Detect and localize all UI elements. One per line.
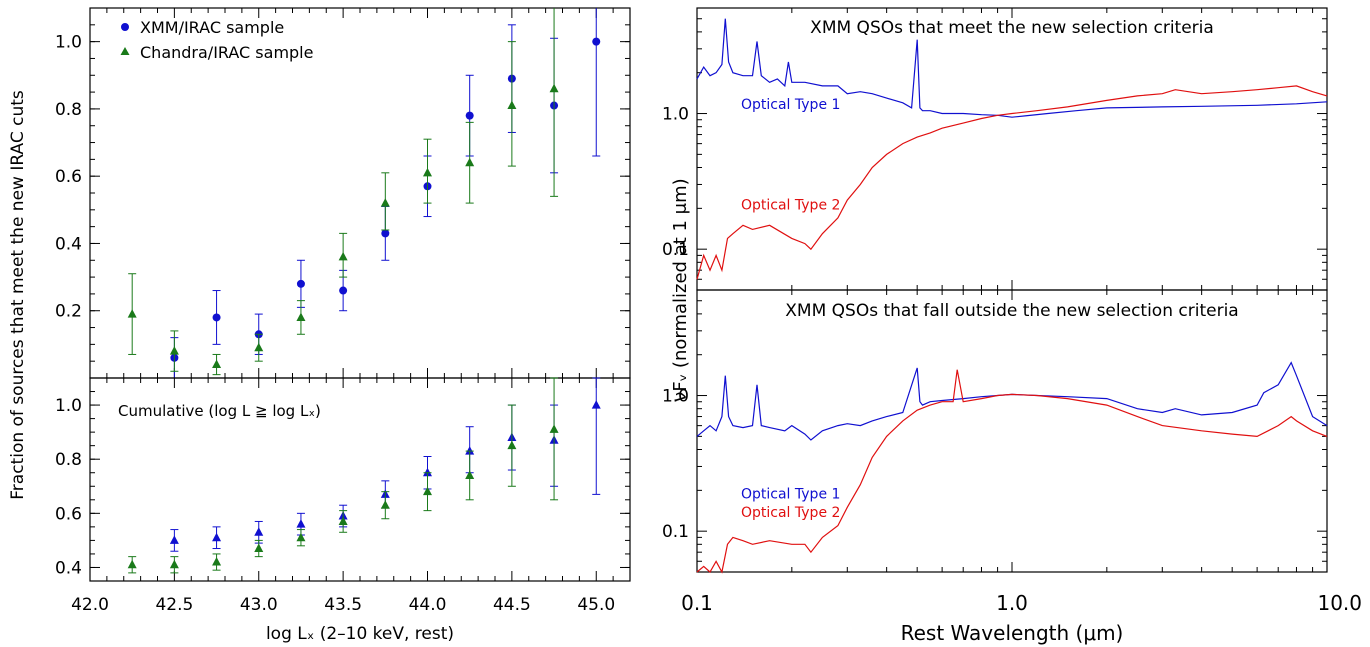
- lb-point-triangle: [212, 557, 222, 566]
- right-bottom-panel: XMM QSOs that fall outside the new selec…: [662, 289, 1328, 574]
- rt-series-line-1: [696, 18, 1328, 118]
- left-x-axis-label: log Lₓ (2–10 keV, rest): [266, 624, 454, 644]
- lb-point-triangle: [465, 470, 475, 479]
- rb-ytick-label-1: 1.0: [662, 387, 689, 407]
- right-bottom-title: XMM QSOs that fall outside the new selec…: [785, 301, 1238, 321]
- lb-point-triangle: [423, 486, 432, 496]
- left-xtick-label-1: 42.5: [155, 595, 193, 615]
- lb-point-triangle: [212, 532, 222, 542]
- lb-ytick-label-1: 0.6: [55, 504, 82, 524]
- legend: XMM/IRAC sample Chandra/IRAC sample: [120, 18, 313, 62]
- right-top-title: XMM QSOs that meet the new selection cri…: [810, 18, 1214, 38]
- lb-point-triangle: [127, 559, 137, 569]
- lb-ytick-label-2: 0.8: [55, 450, 82, 470]
- rt-ytick-label-0: 0.1: [662, 240, 689, 260]
- right-bottom-frame: [696, 289, 1328, 573]
- right-xtick-label-0: 0.1: [681, 591, 713, 615]
- lt-point-circle: [212, 313, 221, 322]
- lt-ytick-label-2: 0.6: [55, 167, 82, 187]
- lt-point-circle: [381, 229, 390, 238]
- lt-point-triangle: [212, 359, 222, 369]
- lb-point-triangle: [296, 532, 306, 542]
- lt-ytick-label-3: 0.8: [55, 100, 82, 120]
- rb-series-line-1: [696, 361, 1328, 441]
- lt-point-triangle: [296, 312, 306, 321]
- left-top-ticks: 0.2 0.4 0.6 0.8 1.0: [55, 7, 631, 379]
- legend-chandra-label: Chandra/IRAC sample: [140, 43, 313, 62]
- left-top-marks: [127, 8, 601, 379]
- right-y-axis-label: νFᵥ (normalized at 1 μm): [670, 178, 691, 401]
- legend-xmm-label: XMM/IRAC sample: [140, 18, 284, 37]
- lt-ytick-label-4: 1.0: [55, 33, 82, 53]
- lt-point-triangle: [380, 198, 390, 207]
- right-xtick-label-1: 1.0: [996, 591, 1028, 615]
- left-xtick-label-2: 43.0: [240, 595, 278, 615]
- rt-series-line-2: [696, 85, 1328, 280]
- left-xtick-label-0: 42.0: [71, 595, 109, 615]
- left-bottom-panel: Cumulative (log L ≧ log Lₓ) 0.4 0.6 0.8 1.0: [55, 377, 631, 582]
- rt-series-label-1: Optical Type 1: [741, 97, 840, 113]
- right-top-panel: XMM QSOs that meet the new selection cri…: [662, 7, 1328, 291]
- lb-point-triangle: [254, 527, 264, 536]
- left-xtick-label-4: 44.0: [409, 595, 447, 615]
- rb-series-label-2: Optical Type 2: [741, 505, 840, 521]
- left-xtick-label-6: 45.0: [577, 595, 615, 615]
- right-bottom-lines: Optical Type 1 Optical Type 2: [696, 361, 1328, 574]
- lb-ytick-label-3: 1.0: [55, 396, 82, 416]
- rb-series-label-1: Optical Type 1: [741, 486, 840, 502]
- lb-ytick-label-0: 0.4: [55, 558, 82, 578]
- lb-point-triangle: [423, 467, 432, 477]
- lb-point-triangle: [338, 516, 348, 525]
- left-xtick-label-3: 43.5: [324, 595, 362, 615]
- cumulative-annotation: Cumulative (log L ≧ log Lₓ): [118, 402, 321, 420]
- lb-point-triangle: [254, 543, 264, 553]
- lt-point-circle: [296, 279, 305, 288]
- lt-point-triangle: [549, 83, 559, 93]
- lt-point-triangle: [338, 251, 348, 261]
- lb-point-triangle: [507, 440, 517, 450]
- lt-point-triangle: [169, 346, 179, 355]
- lb-point-triangle: [549, 424, 559, 433]
- lt-point-triangle: [507, 100, 517, 110]
- lb-point-triangle: [169, 535, 179, 544]
- left-xtick-label-5: 44.5: [493, 595, 531, 615]
- lt-point-triangle: [127, 309, 137, 318]
- lt-ytick-label-1: 0.4: [55, 234, 82, 254]
- lt-point-circle: [465, 111, 474, 120]
- legend-chandra-marker: [120, 47, 130, 55]
- right-x-tick-labels: 0.1 1.0 10.0: [681, 591, 1362, 615]
- legend-xmm-marker: [121, 23, 129, 31]
- lb-point-triangle: [465, 446, 475, 455]
- rb-series-line-2: [696, 369, 1328, 574]
- right-top-frame: [696, 7, 1328, 291]
- left-bottom-marks: [127, 377, 601, 574]
- rt-series-label-2: Optical Type 2: [741, 197, 840, 213]
- left-top-frame: [89, 7, 631, 379]
- lb-point-triangle: [169, 559, 179, 569]
- rt-ytick-label-1: 1.0: [662, 105, 689, 125]
- rb-ytick-label-0: 0.1: [662, 522, 689, 542]
- left-y-axis-label: Fraction of sources that meet the new IR…: [8, 90, 28, 500]
- right-top-ticks: 0.1 1.0: [662, 7, 1328, 291]
- right-bottom-ticks: 0.1 1.0: [662, 289, 1328, 573]
- lt-point-triangle: [423, 167, 432, 177]
- left-x-tick-labels: 42.0 42.5 43.0 43.5 44.0 44.5 45.0: [71, 595, 615, 615]
- lb-point-triangle: [591, 400, 601, 409]
- lb-point-triangle: [296, 519, 306, 528]
- lt-point-circle: [339, 286, 348, 295]
- lt-ytick-label-0: 0.2: [55, 302, 82, 322]
- left-top-panel: 0.2 0.4 0.6 0.8 1.0 XMM/IRAC sample Chandra/…: [55, 7, 631, 379]
- lt-point-triangle: [465, 157, 475, 167]
- lb-point-triangle: [380, 500, 390, 509]
- right-x-axis-label: Rest Wavelength (μm): [901, 621, 1124, 645]
- lt-point-circle: [592, 37, 601, 46]
- right-top-lines: Optical Type 1 Optical Type 2: [696, 18, 1328, 280]
- right-xtick-label-2: 10.0: [1317, 591, 1362, 615]
- lt-point-triangle: [254, 342, 264, 352]
